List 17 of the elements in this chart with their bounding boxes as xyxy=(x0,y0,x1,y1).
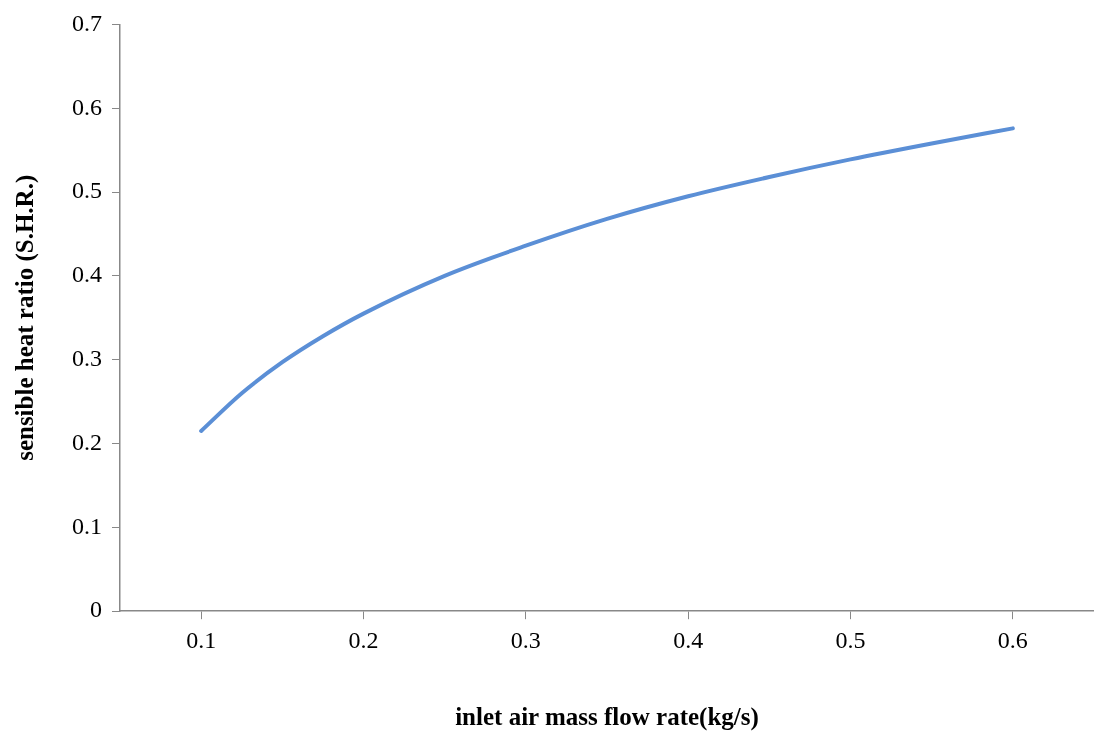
y-tick-label: 0.6 xyxy=(72,93,102,120)
y-tick-label: 0.3 xyxy=(72,345,102,372)
y-tick-label: 0.1 xyxy=(72,512,102,539)
y-axis-title: sensible heat ratio (S.H.R.) xyxy=(11,174,40,461)
line-series xyxy=(199,126,1015,433)
y-tick-label: 0.7 xyxy=(72,9,102,36)
x-tick-label: 0.1 xyxy=(186,626,217,653)
y-tick-label: 0.2 xyxy=(72,428,102,455)
y-tick-label: 0.5 xyxy=(72,177,102,204)
x-tick-label: 0.3 xyxy=(510,626,541,653)
y-tick-label: 0.4 xyxy=(72,261,102,288)
x-tick-label: 0.5 xyxy=(835,626,866,653)
x-axis-title: inlet air mass flow rate(kg/s) xyxy=(455,703,759,732)
x-tick-label: 0.2 xyxy=(348,626,379,653)
x-tick-label: 0.6 xyxy=(997,626,1028,653)
x-tick-label: 0.4 xyxy=(673,626,704,653)
y-tick-label: 0 xyxy=(90,596,102,623)
